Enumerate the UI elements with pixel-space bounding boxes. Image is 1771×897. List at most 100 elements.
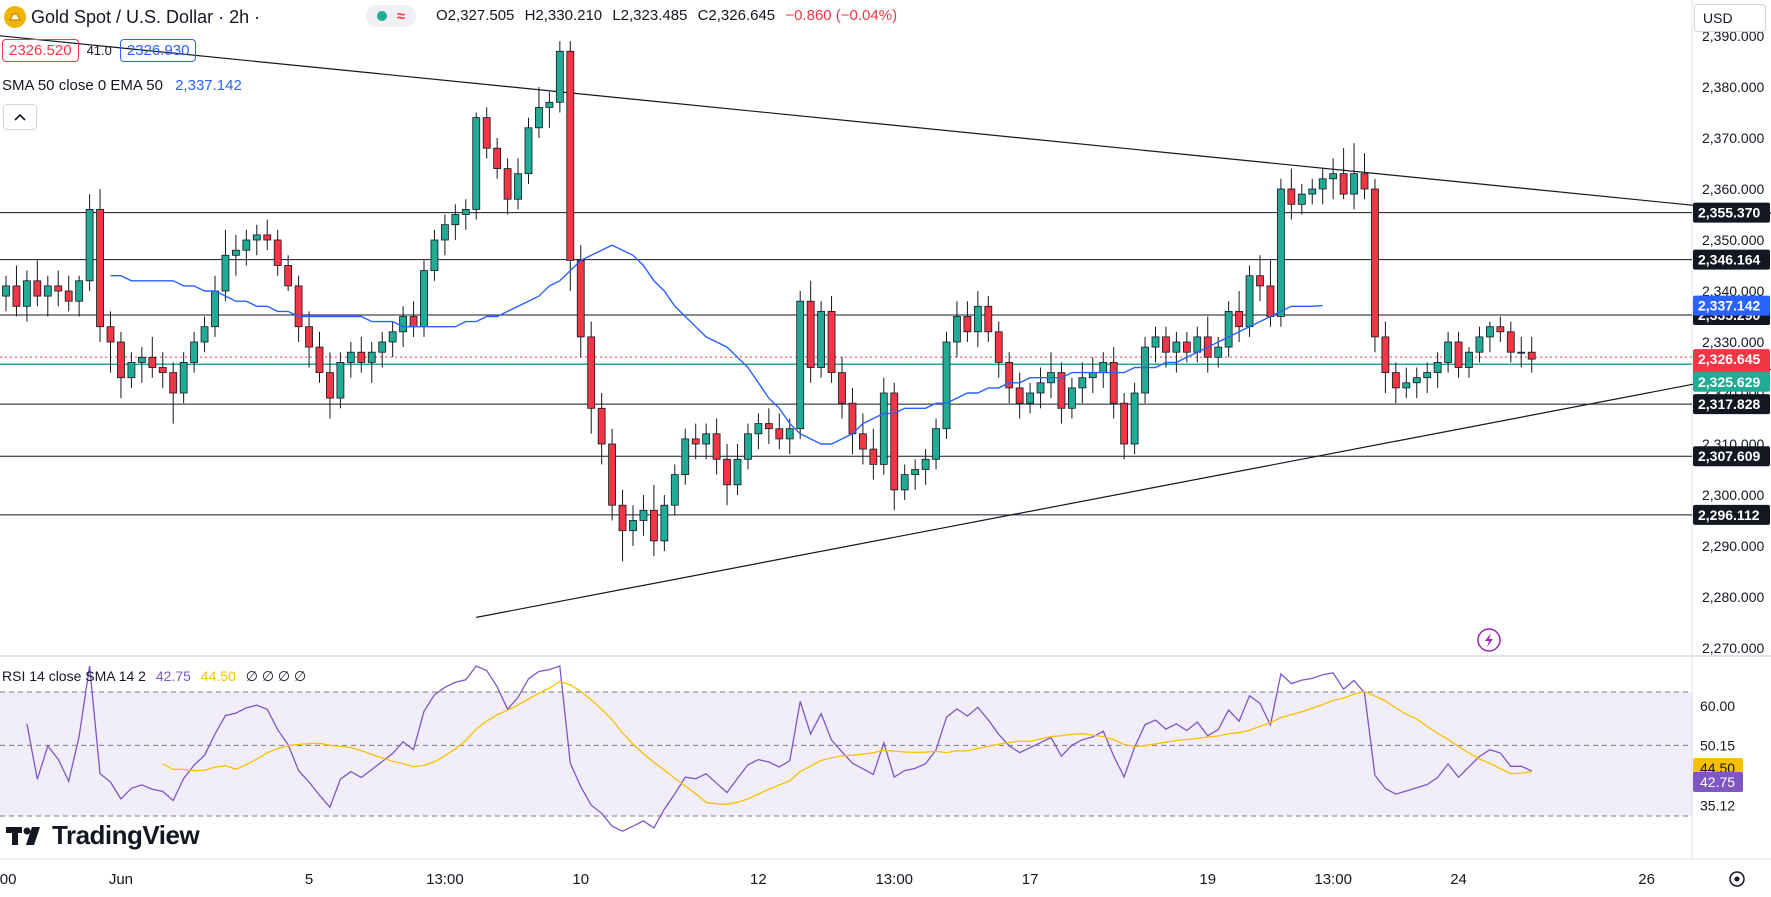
rsi-axis-label: 50.15	[1700, 737, 1735, 753]
rsi-value-label-bg	[1693, 772, 1743, 792]
price-tick-label: 2,280.000	[1702, 589, 1764, 605]
buy-price-button[interactable]: 2326.930	[119, 39, 197, 62]
candle-body	[796, 300, 805, 430]
candle-body	[1109, 361, 1118, 404]
candle-body	[158, 367, 167, 373]
candle-body	[597, 407, 606, 445]
candle-body	[608, 443, 616, 506]
ma-legend-label: SMA 50 close 0 EMA 50	[2, 77, 163, 94]
candle-body	[211, 290, 219, 328]
indicator-legend-ma[interactable]: SMA 50 close 0 EMA 50 2,337.142	[2, 77, 242, 94]
candle-body	[1182, 341, 1191, 353]
time-tick-label: Jun	[109, 871, 133, 888]
candle-body	[806, 300, 815, 368]
candle-body	[22, 280, 31, 307]
settings-gear-center	[1734, 876, 1740, 882]
market-status-pill[interactable]: ≈	[366, 5, 416, 27]
candle-body	[650, 509, 658, 542]
candle-body	[1078, 377, 1087, 389]
candle-body	[127, 361, 136, 379]
time-tick-label: 5	[305, 871, 313, 888]
candle-body	[388, 331, 397, 343]
candle-body	[1099, 361, 1108, 373]
price-tick-label: 2,360.000	[1702, 181, 1764, 197]
candle-body	[1527, 351, 1536, 360]
candle-body	[1308, 188, 1317, 195]
candle-body	[869, 448, 878, 465]
candle-body	[1475, 336, 1484, 353]
level-price-label-bg	[1693, 446, 1770, 467]
candle-body	[1454, 341, 1463, 368]
currency-select[interactable]: USD	[1694, 4, 1766, 32]
candle-body	[305, 326, 313, 348]
indicator-legend-rsi[interactable]: RSI 14 close SMA 14 2 42.75 44.50 ∅ ∅ ∅ …	[2, 668, 306, 685]
candle-body	[75, 280, 84, 302]
candle-body	[942, 341, 951, 430]
candle-body	[900, 474, 909, 491]
candle-body	[137, 356, 146, 363]
time-tick-label: 24	[1450, 871, 1467, 888]
rsi-legend-value: 42.75	[155, 668, 191, 684]
collapse-legend-button[interactable]	[3, 104, 37, 130]
candle-body	[859, 433, 867, 450]
rsi-axis-label: 35.12	[1700, 798, 1735, 814]
level-price-label-bg	[1693, 202, 1770, 223]
candle-body	[535, 107, 543, 129]
ema-price-label: 2,337.142	[1698, 298, 1760, 314]
price-tick-label: 2,380.000	[1702, 79, 1764, 95]
candle-body	[1068, 387, 1076, 409]
candle-body	[1339, 173, 1348, 195]
candle-body	[555, 50, 564, 103]
candle-body	[273, 239, 282, 266]
candle-body	[54, 285, 63, 292]
approx-icon: ≈	[396, 7, 406, 25]
candle-body	[1318, 178, 1327, 190]
candle-body	[921, 458, 930, 470]
candle-body	[221, 254, 230, 292]
price-tick-label: 2,270.000	[1702, 640, 1764, 656]
level-price-label-bg	[1693, 394, 1770, 415]
candle-body	[1506, 331, 1515, 353]
candle-body	[524, 127, 533, 175]
tradingview-logo[interactable]: TradingView	[6, 820, 200, 851]
level-price-label-bg	[1693, 504, 1770, 525]
price-tick-label: 2,290.000	[1702, 538, 1764, 554]
candle-body	[1350, 173, 1358, 195]
time-tick-label: 13:00	[875, 871, 913, 888]
candle-body	[252, 234, 261, 241]
candle-body	[817, 310, 825, 368]
candle-body	[587, 336, 596, 409]
tradingview-logo-icon	[6, 826, 40, 845]
ohlc-high: H2,330.210	[524, 7, 603, 24]
level-price-label: 2,346.164	[1698, 252, 1760, 268]
candle-body	[754, 423, 763, 435]
level-price-label: 2,355.370	[1698, 205, 1760, 221]
sell-price-button[interactable]: 2326.520	[2, 39, 79, 62]
candle-body	[514, 173, 522, 200]
market-open-dot-icon	[376, 11, 387, 21]
candle-body	[179, 361, 188, 394]
candle-body	[315, 346, 324, 374]
candle-body	[2, 285, 10, 297]
trendline	[476, 368, 1771, 618]
trendline	[0, 35, 1771, 214]
time-tick-label: 13:00	[426, 871, 464, 888]
candle-body	[1371, 188, 1379, 338]
symbol-title[interactable]: Gold Spot / U.S. Dollar · 2h ·	[31, 6, 261, 27]
candle-body	[984, 305, 993, 333]
time-tick-label: :00	[0, 871, 16, 888]
candle-body	[973, 305, 982, 333]
candle-body	[1057, 372, 1066, 409]
candle-body	[1277, 188, 1285, 317]
candle-body	[733, 458, 742, 486]
price-tick-label: 2,340.000	[1702, 283, 1764, 299]
candle-body	[43, 285, 52, 297]
candle-body	[117, 341, 125, 379]
candle-body	[169, 372, 178, 394]
candle-body	[744, 433, 752, 460]
candle-body	[691, 438, 700, 445]
price-tick-label: 2,300.000	[1702, 487, 1764, 503]
candle-body	[670, 474, 679, 506]
